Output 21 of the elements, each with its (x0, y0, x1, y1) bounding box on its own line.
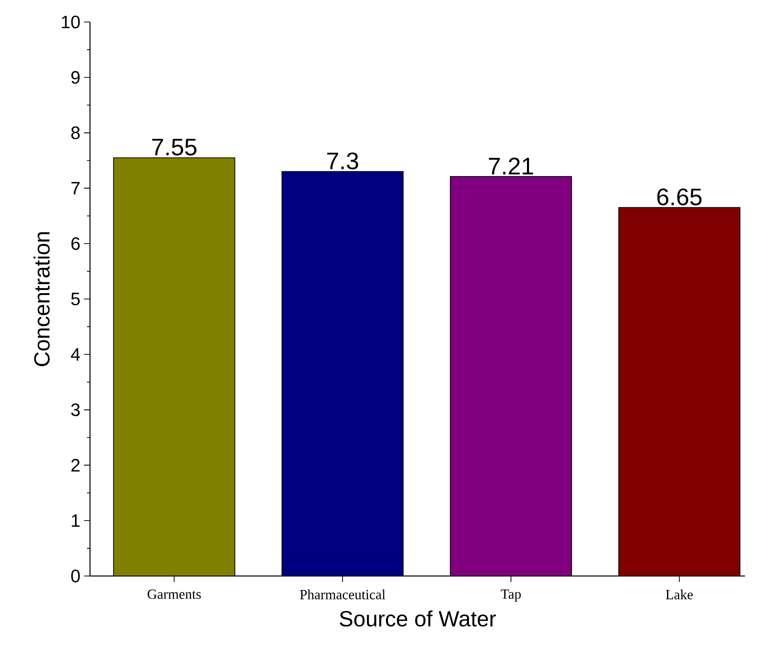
x-tick-label: Tap (500, 590, 521, 602)
y-tick-label: 5 (71, 292, 80, 306)
y-tick-label: 0 (71, 570, 80, 582)
y-tick-label: 2 (71, 458, 80, 472)
y-tick-label: 8 (71, 126, 80, 140)
x-tick-label: Garments (148, 590, 201, 599)
y-tick-label: 6 (71, 237, 80, 250)
data-label: 7.55 (152, 138, 196, 156)
y-tick-label: 1 (72, 514, 80, 527)
data-label: 7.3 (327, 152, 358, 170)
x-axis-title: Source of Water (340, 610, 496, 627)
y-tick-label: 7 (71, 182, 80, 194)
y-tick-label: 3 (71, 403, 80, 416)
y-tick-label: 9 (71, 71, 80, 84)
x-tick-label: Pharmaceutical (300, 590, 386, 600)
y-tick-label: 10 (62, 16, 80, 28)
data-label: 6.65 (657, 188, 702, 206)
y-axis-title: Concentration (34, 232, 50, 366)
data-label: 7.21 (488, 158, 534, 174)
y-tick-label: 4 (70, 348, 80, 361)
x-tick-label: Lake (666, 590, 693, 600)
